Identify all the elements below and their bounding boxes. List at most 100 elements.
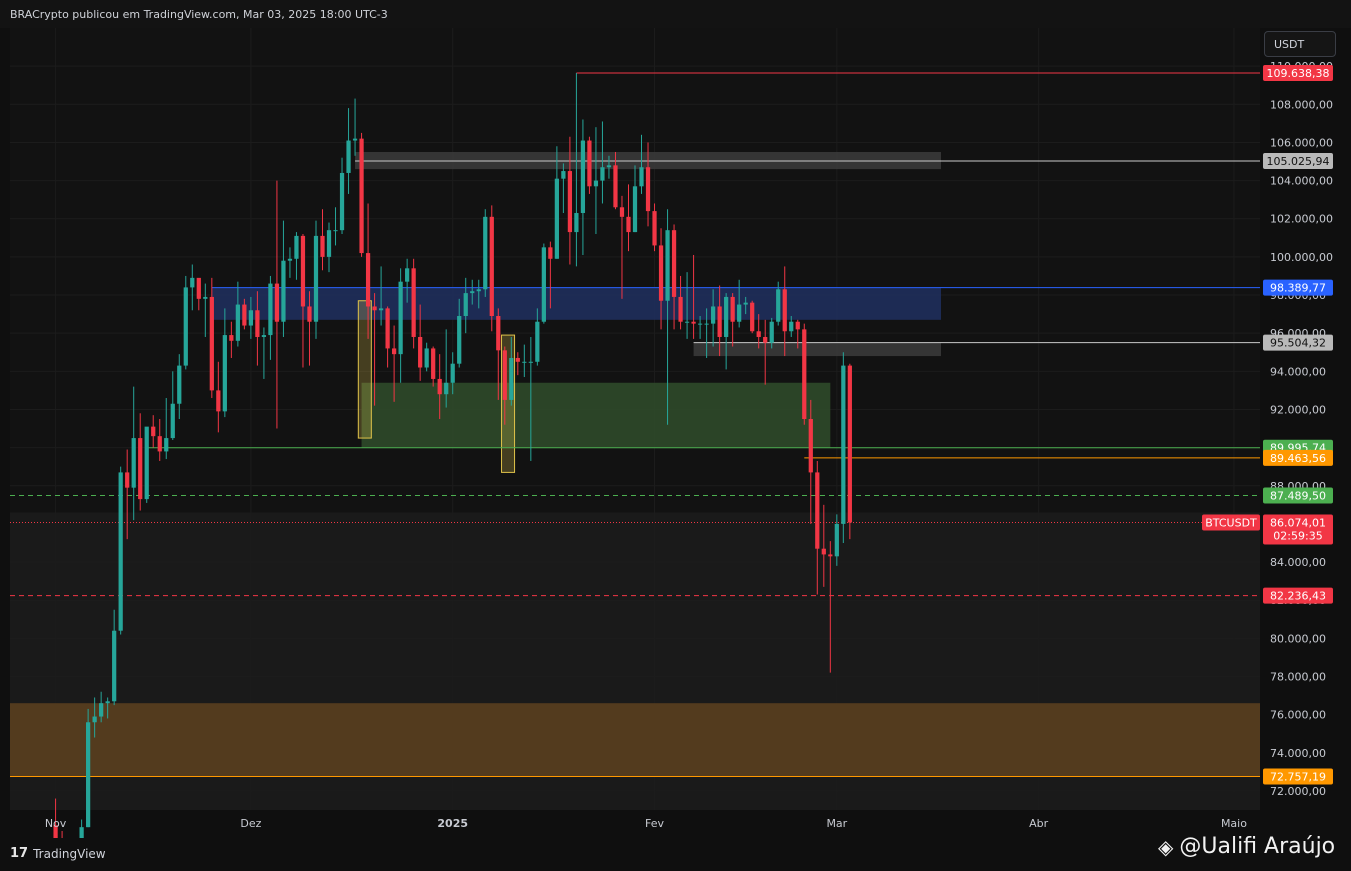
candle-body bbox=[645, 167, 651, 212]
candle-body bbox=[79, 827, 84, 838]
candle-body bbox=[684, 321, 690, 323]
candle bbox=[691, 254, 696, 339]
candle-body bbox=[834, 523, 839, 557]
x-tick-label: 2025 bbox=[437, 817, 468, 830]
candle bbox=[574, 73, 579, 267]
candle-body bbox=[190, 277, 195, 288]
candle bbox=[157, 419, 162, 461]
publish-info: BRACrypto publicou em TradingView.com, M… bbox=[10, 8, 388, 21]
candle bbox=[580, 119, 586, 255]
candle-body bbox=[99, 703, 104, 717]
candle bbox=[847, 363, 852, 540]
candle-body bbox=[515, 357, 520, 362]
candle-body bbox=[483, 216, 488, 290]
candle bbox=[821, 504, 826, 587]
candle bbox=[222, 308, 227, 418]
candle bbox=[665, 209, 670, 425]
candle bbox=[737, 279, 742, 328]
candle bbox=[248, 296, 254, 339]
candle-body bbox=[261, 335, 267, 337]
candle bbox=[717, 285, 722, 357]
candle bbox=[287, 247, 293, 278]
candle bbox=[756, 314, 761, 349]
y-tick-label: 76.000,00 bbox=[1270, 709, 1326, 722]
candle-body bbox=[359, 138, 364, 254]
candle-body bbox=[457, 316, 462, 364]
level-tag-label: 87.489,50 bbox=[1270, 489, 1326, 502]
candle-body bbox=[463, 293, 468, 317]
candle bbox=[229, 321, 234, 358]
candle bbox=[274, 180, 280, 429]
candle-body bbox=[418, 336, 423, 368]
candle bbox=[333, 207, 338, 246]
candle-body bbox=[626, 216, 631, 233]
candle bbox=[671, 224, 677, 330]
candle-body bbox=[724, 296, 729, 337]
candle-body bbox=[815, 472, 820, 549]
candle-body bbox=[450, 363, 455, 383]
currency-selector[interactable]: USDT bbox=[1264, 31, 1336, 57]
candle bbox=[196, 277, 201, 311]
candle-body bbox=[326, 230, 332, 257]
candle-body bbox=[177, 365, 182, 404]
level-tag-0 bbox=[1263, 65, 1333, 82]
candle bbox=[496, 308, 501, 400]
candle bbox=[489, 205, 494, 332]
candle-body bbox=[203, 296, 208, 299]
candle bbox=[502, 346, 507, 425]
candle bbox=[509, 336, 514, 406]
candle-body bbox=[795, 321, 800, 330]
candle bbox=[261, 327, 267, 379]
y-tick-label: 104.000,00 bbox=[1270, 175, 1333, 188]
candle bbox=[255, 291, 260, 366]
candle-body bbox=[763, 336, 768, 343]
candle-body bbox=[789, 321, 794, 332]
candle bbox=[177, 354, 182, 419]
candle bbox=[313, 220, 319, 339]
candle-body bbox=[53, 825, 58, 838]
candle bbox=[463, 277, 468, 334]
candle-body bbox=[170, 403, 175, 439]
candle bbox=[339, 157, 345, 234]
candle bbox=[99, 691, 104, 723]
candle-body bbox=[502, 350, 507, 400]
candle-body bbox=[151, 426, 156, 437]
tradingview-brand[interactable]: 𝟭𝟳 TradingView bbox=[10, 846, 106, 861]
zone-4 bbox=[361, 382, 831, 448]
candle-body bbox=[522, 361, 527, 363]
candle-body bbox=[561, 171, 566, 179]
price-chart[interactable]: 72.000,00 74.000,00 76.000,00 78.000,00 80.0… bbox=[0, 0, 1351, 838]
zone-1 bbox=[211, 287, 941, 320]
candle bbox=[86, 708, 91, 828]
candle bbox=[405, 258, 410, 303]
candle bbox=[789, 316, 794, 337]
level-tag-label: 105.025,94 bbox=[1267, 155, 1330, 168]
candle bbox=[600, 121, 605, 204]
level-tag-6 bbox=[1263, 487, 1333, 504]
candle bbox=[151, 415, 156, 448]
candle-body bbox=[235, 304, 240, 341]
candle-body bbox=[378, 308, 384, 311]
candle-body bbox=[782, 289, 787, 332]
candle bbox=[131, 386, 136, 521]
candle bbox=[548, 241, 553, 309]
candle bbox=[378, 266, 384, 326]
candle-body bbox=[776, 289, 781, 322]
candle-body bbox=[496, 316, 501, 351]
candle bbox=[522, 344, 527, 378]
candle bbox=[626, 184, 631, 252]
candle-body bbox=[580, 140, 586, 214]
candle-body bbox=[157, 436, 162, 452]
candle-body bbox=[541, 247, 546, 322]
candle-body bbox=[548, 247, 553, 259]
candle bbox=[711, 289, 716, 347]
y-tick-label: 72.000,00 bbox=[1270, 785, 1326, 798]
candle bbox=[535, 308, 540, 366]
candle bbox=[802, 323, 807, 425]
candle-body bbox=[528, 361, 533, 363]
candle bbox=[528, 336, 533, 461]
candle bbox=[606, 155, 612, 179]
candle bbox=[450, 352, 455, 395]
candle bbox=[125, 449, 130, 540]
x-tick-label: Abr bbox=[1029, 817, 1049, 830]
